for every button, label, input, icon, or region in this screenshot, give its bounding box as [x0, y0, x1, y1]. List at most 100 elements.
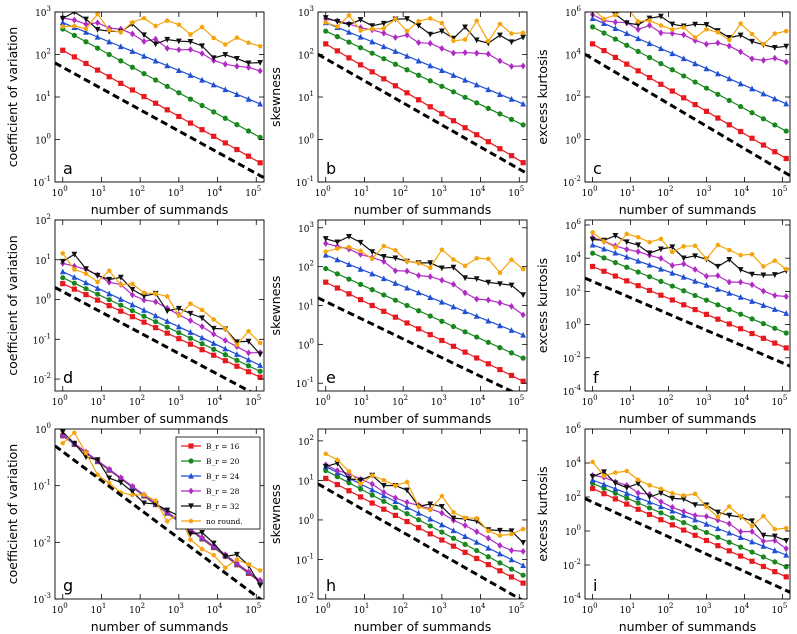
- data-point: [590, 459, 596, 465]
- data-point: [346, 468, 352, 474]
- x-axis-label: number of summands: [619, 619, 757, 634]
- data-point: [508, 574, 515, 580]
- data-point: [175, 323, 182, 330]
- data-point: [749, 316, 755, 322]
- data-point: [164, 308, 171, 315]
- data-point: [222, 358, 228, 364]
- x-tick-label: 102: [129, 185, 145, 199]
- data-point: [646, 74, 653, 81]
- series-line: [62, 277, 261, 372]
- data-point: [692, 502, 698, 509]
- data-point: [427, 294, 434, 300]
- data-point: [83, 39, 89, 45]
- data-point: [164, 330, 170, 336]
- data-point: [783, 538, 790, 544]
- data-point: [681, 260, 687, 268]
- data-point: [692, 60, 698, 67]
- data-point: [118, 58, 124, 64]
- data-point: [726, 529, 733, 536]
- data-point: [129, 30, 136, 38]
- data-point: [129, 291, 136, 299]
- data-point: [485, 534, 491, 542]
- data-point: [222, 553, 229, 560]
- data-point: [357, 494, 364, 500]
- data-point: [681, 24, 687, 30]
- data-point: [118, 29, 124, 35]
- data-point: [462, 549, 468, 555]
- data-point: [612, 485, 619, 492]
- data-point: [726, 539, 732, 545]
- data-point: [635, 494, 642, 501]
- data-point: [704, 256, 709, 261]
- data-point: [783, 330, 789, 336]
- data-point: [427, 15, 433, 21]
- data-point: [129, 314, 136, 320]
- data-point: [485, 361, 491, 367]
- data-point: [450, 264, 457, 271]
- data-point: [646, 505, 653, 511]
- data-point: [647, 482, 653, 488]
- data-point: [520, 311, 526, 319]
- data-point: [612, 25, 619, 32]
- x-tick-label: 102: [392, 185, 408, 199]
- data-point: [737, 32, 744, 39]
- data-point: [635, 48, 641, 54]
- data-point: [635, 283, 641, 289]
- data-point: [211, 35, 217, 41]
- data-point: [346, 39, 352, 45]
- data-point: [346, 276, 352, 282]
- data-point: [658, 22, 664, 28]
- data-point: [612, 233, 619, 239]
- x-tick-label: 104: [207, 602, 223, 616]
- data-point: [658, 81, 664, 87]
- x-tick-label: 100: [582, 185, 598, 199]
- data-point: [760, 543, 767, 549]
- data-point: [669, 249, 675, 255]
- x-tick-label: 104: [470, 394, 486, 408]
- data-point: [601, 491, 607, 497]
- data-point: [473, 37, 480, 44]
- data-point: [164, 304, 170, 312]
- data-point: [129, 482, 136, 490]
- data-point: [187, 329, 194, 335]
- data-point: [772, 258, 778, 263]
- data-point: [117, 296, 124, 302]
- data-point: [658, 490, 664, 497]
- data-point: [392, 314, 399, 320]
- data-point: [485, 139, 491, 145]
- data-point: [346, 488, 352, 494]
- data-point: [485, 105, 491, 111]
- data-point: [726, 321, 732, 327]
- data-point: [187, 335, 194, 341]
- series-line: [62, 271, 261, 366]
- data-point: [199, 546, 205, 552]
- reference-slope-line: [318, 482, 524, 599]
- data-point: [450, 72, 457, 78]
- data-point: [714, 509, 721, 516]
- y-tick-label: 102: [298, 434, 314, 448]
- data-point: [175, 67, 182, 74]
- data-point: [589, 263, 596, 270]
- data-point: [71, 16, 77, 24]
- data-point: [199, 76, 205, 83]
- data-point: [141, 32, 147, 39]
- data-point: [257, 368, 263, 374]
- data-point: [404, 518, 410, 525]
- data-point: [681, 243, 687, 249]
- data-point: [346, 244, 352, 250]
- data-point: [94, 457, 101, 464]
- data-point: [141, 93, 147, 100]
- y-axis-label: coefficient of variation: [5, 27, 20, 167]
- data-point: [94, 67, 101, 73]
- data-point: [612, 469, 618, 475]
- data-point: [601, 268, 607, 274]
- data-point: [188, 518, 194, 524]
- data-point: [474, 555, 480, 562]
- data-point: [118, 80, 124, 86]
- panel-letter: b: [326, 159, 336, 178]
- data-point: [83, 271, 89, 276]
- data-point: [106, 74, 112, 80]
- data-point: [623, 253, 630, 260]
- data-point: [164, 318, 171, 324]
- data-point: [450, 118, 457, 124]
